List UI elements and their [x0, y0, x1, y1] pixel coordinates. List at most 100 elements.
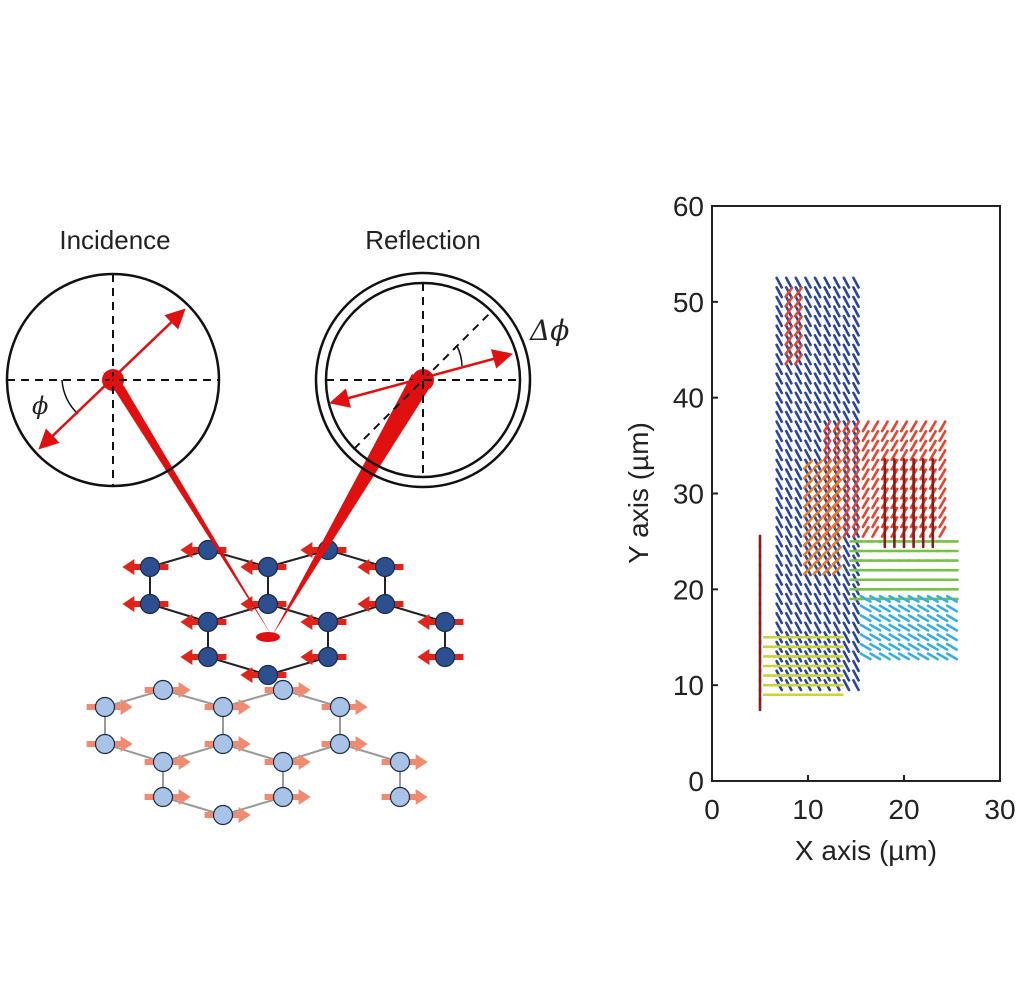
vector-mark — [784, 573, 793, 586]
atom — [257, 593, 279, 615]
vector-mark — [784, 286, 794, 299]
vector-mark — [775, 544, 784, 558]
vector-mark — [859, 604, 872, 613]
atom — [197, 611, 219, 633]
vector-mark — [842, 535, 851, 548]
vector-mark — [851, 506, 861, 519]
x-tick-label: 10 — [792, 794, 823, 825]
vector-mark — [861, 420, 870, 433]
vector-field-chart: 0 10 20 30 0 10 20 30 40 50 60 X axis (µm) Y axis … — [623, 191, 1016, 866]
vector-mark — [852, 286, 860, 299]
vector-mark — [804, 381, 812, 395]
vector-mark — [822, 459, 833, 470]
vector-mark — [775, 506, 784, 519]
vector-mark — [842, 458, 851, 471]
vector-mark — [775, 583, 784, 596]
vector-mark — [907, 604, 920, 613]
vector-mark — [928, 420, 937, 433]
vector-mark — [775, 439, 784, 452]
angle-arc — [61, 379, 79, 415]
vector-mark — [842, 621, 851, 634]
vector-mark — [823, 583, 832, 596]
vector-mark — [802, 488, 814, 499]
vector-mark — [871, 439, 880, 452]
vector-mark — [871, 420, 880, 433]
vector-mark — [802, 469, 814, 480]
vector-mark — [936, 652, 949, 661]
vector-mark — [775, 391, 784, 404]
vector-mark — [852, 669, 860, 682]
vector-mark — [775, 420, 784, 433]
vector-mark — [899, 439, 909, 452]
vector-mark — [842, 276, 851, 289]
vector-mark — [793, 296, 803, 308]
vector-mark — [861, 516, 870, 529]
vector-mark — [804, 391, 812, 404]
atom — [434, 611, 456, 633]
incident-beam — [103, 372, 272, 636]
vector-mark — [832, 410, 841, 423]
region-green-band — [849, 540, 959, 601]
vector-mark — [804, 449, 812, 462]
vector-mark — [926, 633, 939, 642]
vector-mark — [842, 391, 851, 404]
vector-mark — [852, 631, 860, 644]
vector-mark — [775, 621, 784, 634]
vector-mark — [945, 642, 959, 651]
vector-mark — [784, 381, 793, 395]
y-axis-label: Y axis (µm) — [623, 422, 654, 564]
vector-mark — [852, 410, 860, 423]
vector-mark — [831, 469, 842, 480]
vector-mark — [859, 614, 872, 623]
vector-mark — [852, 362, 860, 376]
vector-mark — [813, 334, 822, 347]
x-axis-label: X axis (µm) — [795, 835, 937, 866]
vector-mark — [823, 621, 832, 634]
vector-mark — [804, 324, 812, 337]
vector-mark — [832, 621, 841, 634]
vector-mark — [869, 604, 882, 613]
vector-mark — [871, 525, 880, 538]
delta-angle-arc — [456, 345, 463, 367]
vector-mark — [775, 410, 784, 423]
vector-mark — [945, 604, 959, 613]
vector-mark — [842, 420, 851, 433]
atom — [94, 696, 116, 718]
vector-mark — [813, 583, 822, 596]
vector-mark — [804, 592, 812, 606]
vector-mark — [794, 535, 803, 548]
vector-mark — [784, 487, 793, 500]
vector-mark — [822, 555, 833, 566]
vector-mark — [832, 381, 841, 395]
vector-mark — [871, 477, 880, 490]
atom — [272, 786, 294, 808]
atom — [257, 556, 279, 578]
vector-mark — [878, 652, 891, 661]
vector-mark — [794, 401, 803, 414]
vector-mark — [831, 507, 842, 518]
vector-mark — [842, 439, 851, 452]
vector-mark — [804, 420, 812, 433]
vector-mark — [812, 478, 823, 490]
vector-mark — [823, 286, 832, 299]
vector-mark — [775, 573, 784, 586]
vector-mark — [775, 401, 784, 414]
atom — [329, 733, 351, 755]
vector-mark — [823, 573, 832, 586]
vector-mark — [917, 642, 930, 651]
vector-mark — [775, 516, 784, 529]
vector-mark — [899, 449, 909, 462]
y-tick-label: 10 — [673, 670, 704, 701]
vector-mark — [793, 334, 803, 346]
vector-mark — [832, 353, 841, 366]
vector-mark — [832, 439, 841, 452]
vector-mark — [822, 478, 833, 490]
vector-mark — [880, 439, 889, 452]
vector-mark — [794, 468, 803, 481]
vector-mark — [784, 592, 793, 606]
vector-mark — [775, 487, 784, 500]
vector-mark — [832, 420, 841, 433]
vector-mark — [928, 449, 937, 462]
vector-mark — [917, 623, 930, 632]
vector-mark — [813, 276, 822, 289]
